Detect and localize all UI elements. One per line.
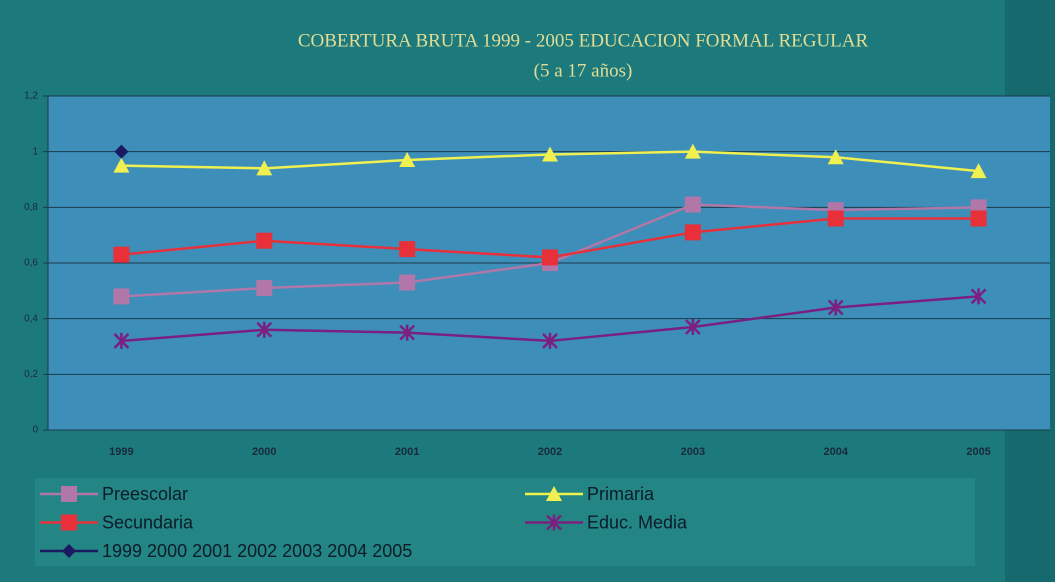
legend-marker: [61, 486, 77, 502]
data-point: [970, 210, 987, 227]
y-tick-label: 1,2: [24, 91, 38, 102]
data-point: [684, 143, 701, 159]
legend-label: Secundaria: [102, 512, 194, 532]
data-point: [684, 319, 701, 336]
data-point: [970, 163, 987, 179]
data-point: [827, 210, 844, 227]
data-point: [684, 224, 701, 241]
legend-marker: [546, 486, 562, 501]
data-point: [256, 232, 273, 249]
data-point: [399, 324, 416, 341]
data-point: [113, 332, 130, 349]
data-point: [256, 321, 273, 338]
legend-marker: [62, 544, 76, 558]
data-point: [113, 246, 130, 263]
x-tick-label: 2000: [252, 446, 276, 458]
x-tick-label: 2004: [823, 446, 848, 458]
data-point: [970, 288, 987, 305]
y-tick-label: 0: [32, 425, 38, 436]
x-tick-label: 2001: [395, 446, 419, 458]
legend-label: Primaria: [587, 484, 655, 504]
data-point: [113, 157, 130, 173]
x-tick-label: 2003: [681, 446, 705, 458]
data-point: [827, 149, 844, 165]
x-tick-label: 1999: [109, 446, 133, 458]
legend-label: 1999 2000 2001 2002 2003 2004 2005: [102, 541, 412, 561]
y-tick-label: 0,2: [24, 369, 38, 380]
data-point: [399, 241, 416, 258]
data-point: [399, 274, 416, 291]
y-tick-label: 0,6: [24, 258, 38, 269]
legend-marker: [61, 514, 77, 531]
data-point: [113, 288, 130, 305]
y-tick-label: 1: [32, 146, 38, 157]
legend-marker: [546, 514, 562, 531]
data-point: [827, 299, 844, 316]
data-point: [399, 152, 416, 168]
x-tick-label: 2002: [538, 446, 562, 458]
legend-label: Educ. Media: [587, 512, 688, 532]
data-point: [256, 280, 273, 297]
data-point: [542, 146, 558, 162]
legend-label: Preescolar: [102, 484, 188, 504]
y-tick-label: 0,4: [24, 313, 38, 324]
y-tick-label: 0,8: [24, 202, 38, 213]
x-tick-label: 2005: [966, 446, 990, 458]
chart-subtitle: (5 a 17 años): [534, 60, 633, 81]
data-point: [256, 160, 273, 176]
data-point: [684, 196, 701, 213]
data-point: [114, 144, 129, 159]
data-point: [542, 332, 558, 349]
legend-box: [35, 478, 975, 566]
chart-title: COBERTURA BRUTA 1999 - 2005 EDUCACION FO…: [298, 30, 869, 51]
data-point: [542, 249, 558, 266]
